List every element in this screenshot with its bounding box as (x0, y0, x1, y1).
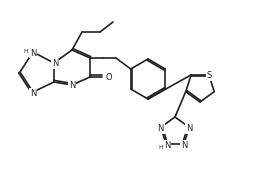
Text: N: N (30, 89, 36, 97)
Text: H: H (24, 49, 28, 54)
Text: N: N (181, 141, 187, 150)
Text: S: S (206, 71, 211, 80)
Text: N: N (69, 82, 75, 90)
Text: N: N (164, 141, 170, 150)
Text: N: N (186, 124, 192, 133)
Text: O: O (105, 74, 112, 82)
Text: N: N (158, 124, 164, 133)
Text: N: N (30, 48, 36, 58)
Text: H: H (159, 145, 164, 150)
Text: N: N (52, 59, 58, 69)
